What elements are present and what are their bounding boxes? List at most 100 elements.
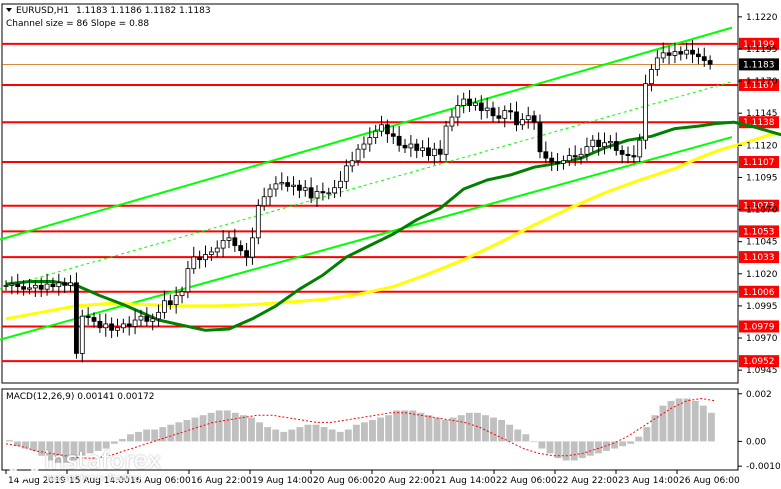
candle-body	[649, 69, 654, 85]
candle-body	[385, 124, 390, 135]
macd-histogram-bar	[385, 415, 393, 442]
macd-histogram-bar	[231, 412, 239, 442]
candle-body	[684, 49, 690, 55]
y-tick-label: 1.1170	[746, 77, 778, 87]
candle-body	[91, 317, 97, 322]
level-price-label: 1.1107	[743, 158, 775, 168]
candle-body	[455, 105, 461, 118]
candle-body	[602, 142, 607, 148]
candle-body	[531, 115, 537, 123]
macd-histogram-bar	[377, 417, 385, 442]
macd-histogram-bar	[62, 441, 70, 463]
level-price-tag	[739, 78, 779, 91]
candle-body	[373, 130, 379, 139]
candle-body	[607, 141, 613, 144]
macd-histogram-bar	[586, 441, 594, 456]
candle-body	[484, 107, 490, 112]
macd-histogram-bar	[449, 417, 457, 442]
candle-body	[590, 139, 596, 148]
candle-body	[502, 110, 508, 119]
macd-histogram-bar	[280, 431, 288, 442]
candle-body	[414, 143, 420, 151]
candle-body	[232, 237, 238, 246]
macd-histogram-bar	[570, 441, 578, 461]
macd-histogram-bar	[530, 441, 538, 443]
candle-body	[32, 284, 38, 289]
level-price-tag	[739, 37, 779, 50]
candle-body	[619, 150, 625, 155]
candle-body	[631, 155, 637, 158]
macd-histogram-bar	[175, 422, 183, 442]
candle-body	[226, 237, 232, 241]
candle-body	[156, 311, 161, 320]
macd-histogram-bar	[328, 429, 336, 442]
macd-histogram-bar	[675, 398, 683, 442]
x-tick-label: 19 Aug 14:00	[252, 476, 313, 486]
candle-body	[132, 319, 138, 327]
candle-body	[625, 153, 631, 156]
instaforex-logo: instaforex Instant Forex Trading	[6, 446, 186, 486]
level-price-label: 1.0979	[743, 322, 775, 332]
y-tick-label: 1.1070	[746, 206, 778, 216]
macd-histogram-bar	[118, 439, 126, 442]
ma-fast-line	[5, 120, 781, 332]
candle-body	[56, 282, 62, 288]
candle-body	[707, 60, 713, 65]
candle-body	[643, 83, 648, 141]
level-price-tag	[739, 225, 779, 238]
channel-lower-line	[0, 136, 733, 341]
macd-histogram-bar	[199, 415, 207, 442]
y-tick-label: 1.1195	[746, 45, 778, 55]
macd-tick-label: -0.00104	[746, 462, 781, 472]
macd-histogram-bar	[248, 417, 255, 442]
candle-body	[379, 124, 384, 132]
candle-body	[115, 327, 120, 331]
candle-body	[50, 283, 56, 288]
macd-histogram-bar	[191, 417, 199, 442]
macd-histogram-bar	[239, 415, 247, 442]
candle-body	[508, 110, 514, 113]
candle-body	[543, 151, 549, 159]
level-price-label: 1.1006	[743, 288, 775, 298]
logo-tagline: Instant Forex Trading	[46, 474, 141, 484]
macd-histogram-bar	[683, 398, 691, 442]
macd-histogram-bar	[86, 441, 94, 454]
macd-histogram-bar	[127, 434, 134, 442]
candle-body	[496, 115, 502, 119]
macd-histogram-bar	[659, 405, 667, 442]
candle-body	[97, 320, 103, 329]
candle-body	[367, 137, 373, 145]
candle-body	[519, 119, 525, 126]
x-tick-label: 20 Aug 22:00	[374, 476, 435, 486]
candle-body	[672, 51, 678, 56]
x-tick-label: 21 Aug 14:00	[435, 476, 496, 486]
macd-histogram-bar	[465, 412, 473, 442]
candle-body	[561, 160, 566, 164]
macd-histogram-bar	[627, 441, 635, 444]
macd-histogram-bar	[546, 441, 554, 454]
y-tick-label: 1.1095	[746, 173, 778, 183]
macd-histogram-bar	[699, 405, 707, 442]
candle-body	[578, 153, 584, 158]
macd-histogram-bar	[425, 415, 433, 442]
candle-body	[701, 56, 707, 61]
candle-body	[361, 143, 367, 150]
macd-histogram-bar	[143, 429, 151, 442]
x-tick-label: 22 Aug 22:00	[557, 476, 618, 486]
macd-label: MACD(12,26,9) 0.00141 0.00172	[6, 392, 155, 402]
candle-body	[120, 323, 126, 329]
macd-histogram-bar	[30, 441, 38, 451]
candle-body	[555, 161, 560, 164]
candle-body	[203, 254, 208, 261]
macd-histogram-bar	[167, 424, 175, 442]
candle-body	[62, 282, 68, 286]
macd-tick-label: 0.00	[746, 437, 766, 447]
candle-body	[449, 116, 455, 127]
macd-histogram-bar	[38, 441, 46, 456]
candle-body	[437, 148, 443, 155]
x-tick-label: 20 Aug 06:00	[313, 476, 374, 486]
y-tick-label: 1.0970	[746, 334, 778, 344]
macd-histogram-bar	[707, 412, 715, 442]
candle-body	[27, 287, 32, 290]
